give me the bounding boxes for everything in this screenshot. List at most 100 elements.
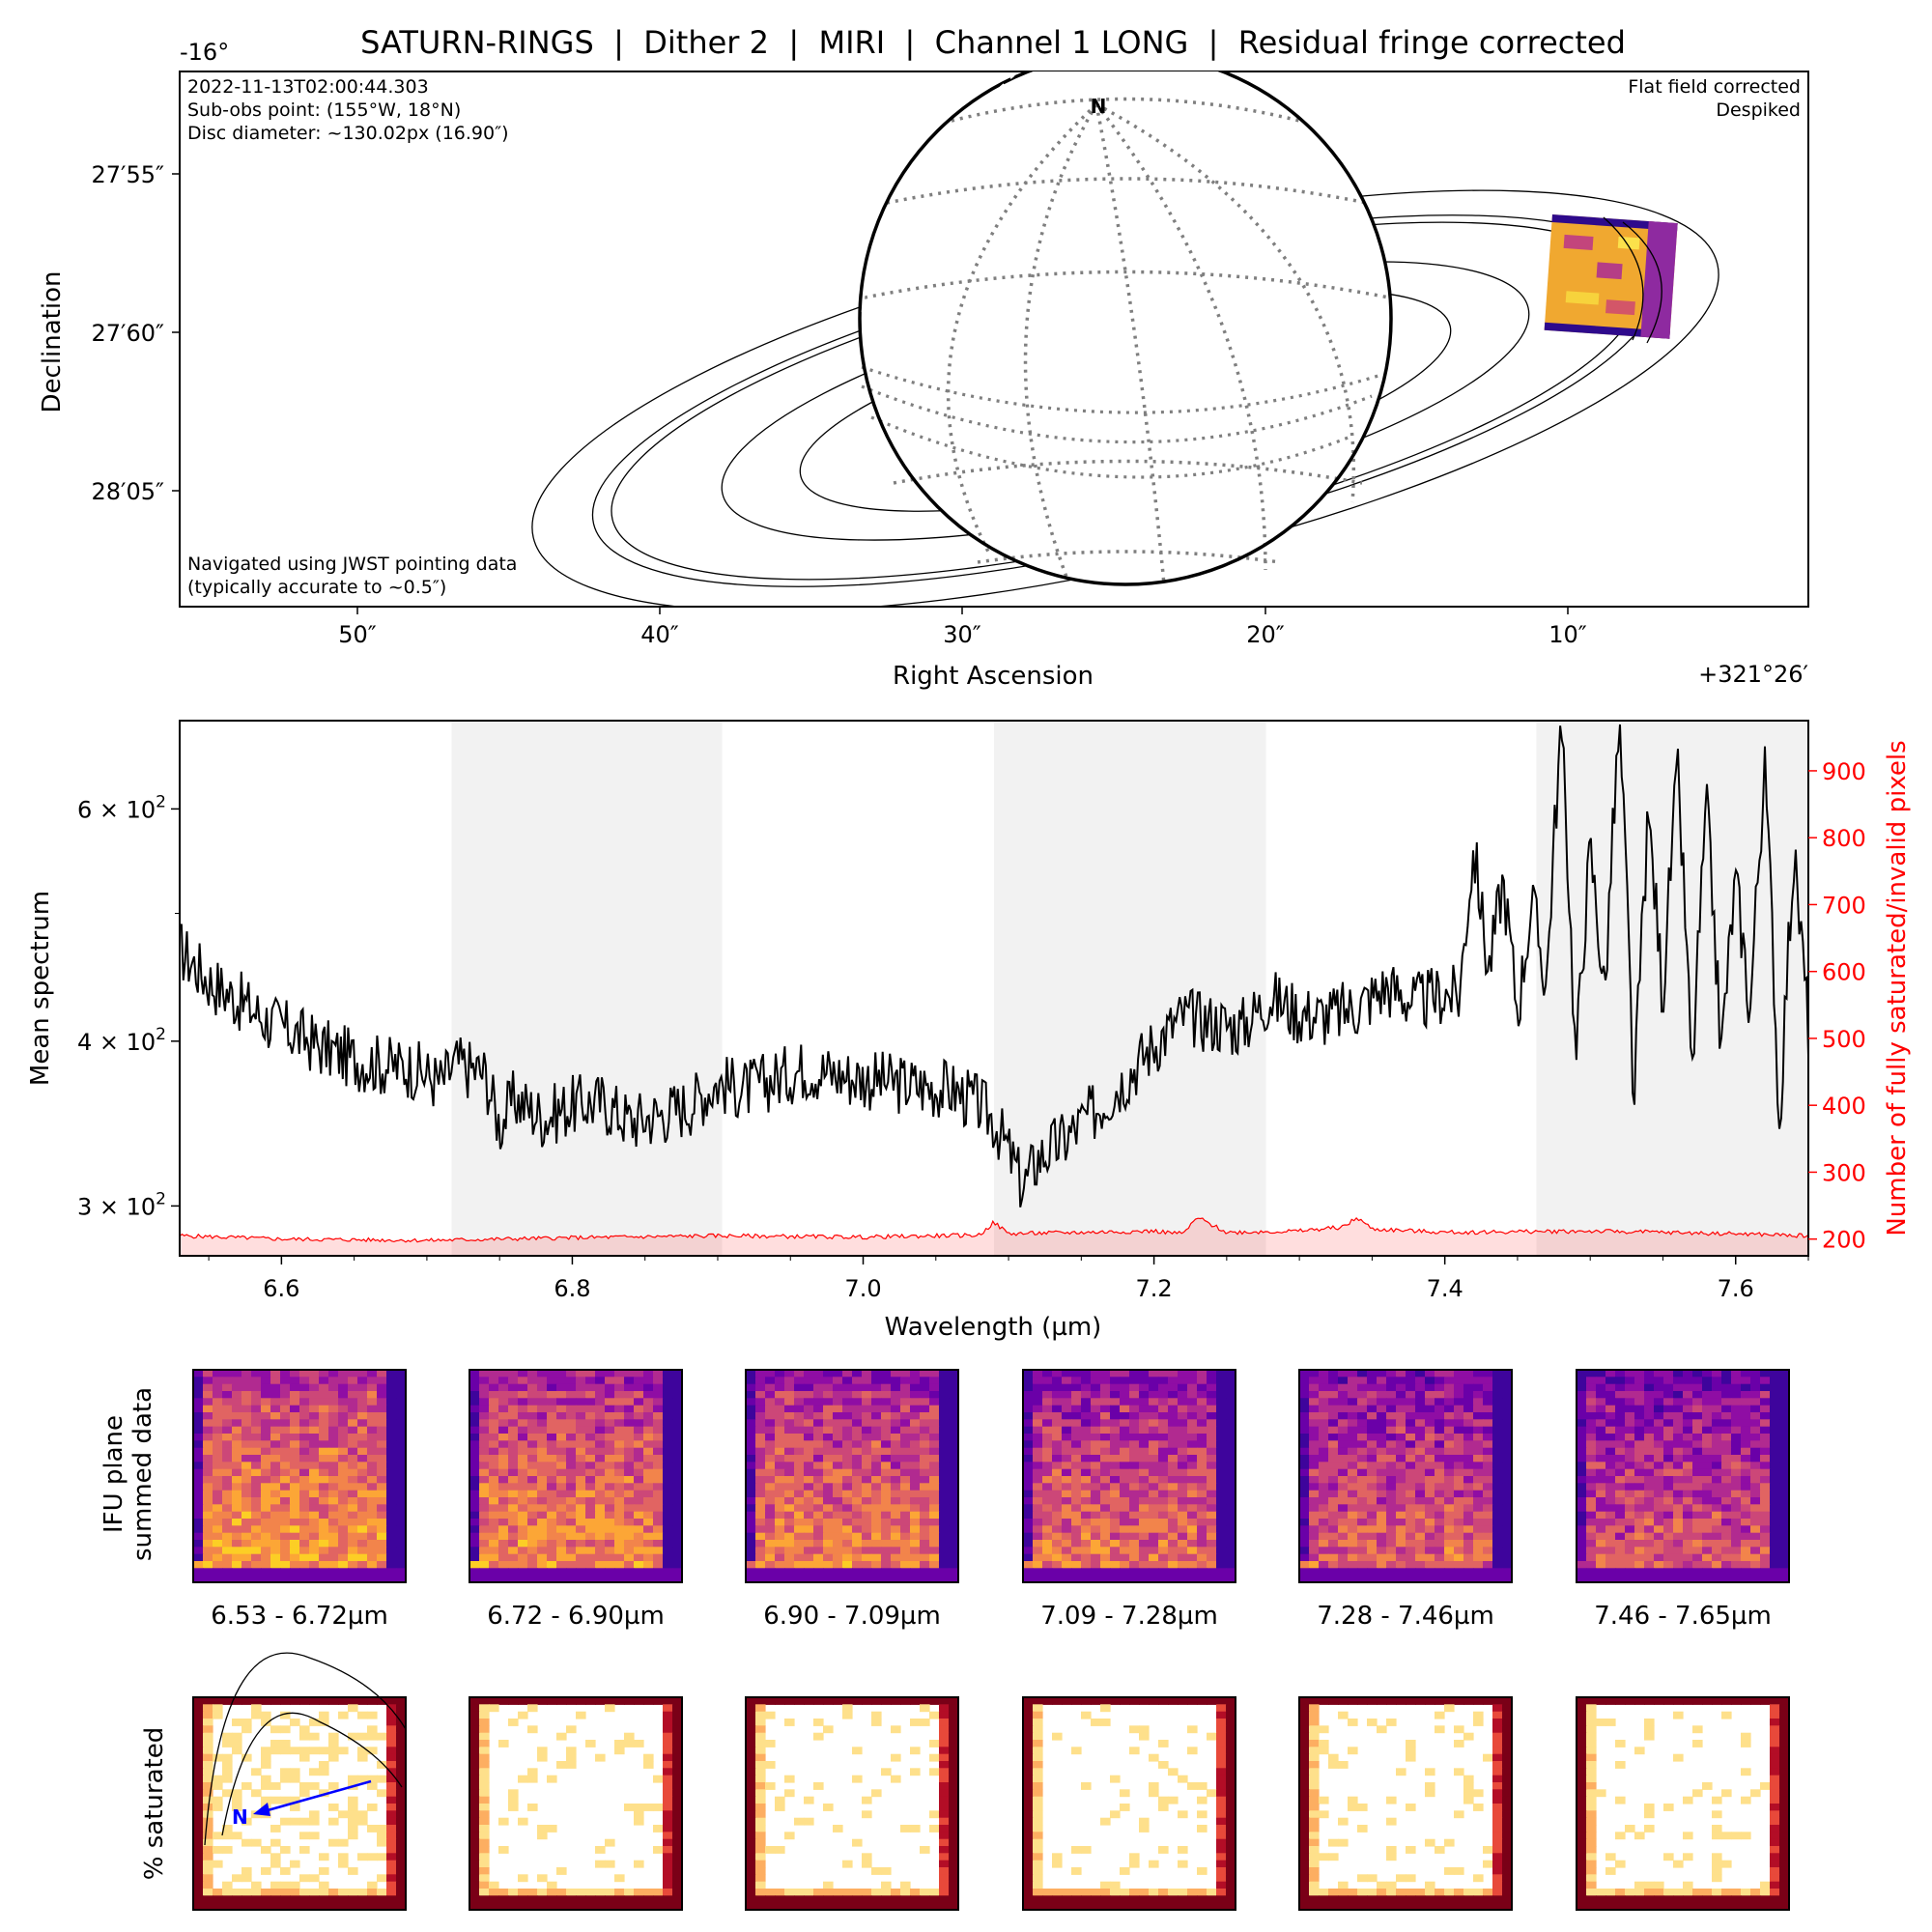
flat-field-note: Flat field corrected	[1628, 76, 1801, 98]
ifu-panel-frame	[1298, 1369, 1513, 1583]
map-north-label: N	[1091, 95, 1107, 118]
saturation-panel	[1022, 1696, 1236, 1911]
saturated-count-fill	[180, 1217, 1808, 1256]
map-x-tick-label: 20″	[1246, 621, 1285, 648]
y-tick-label: 3 × 102	[77, 1189, 166, 1220]
saturated-count-series	[180, 1217, 1808, 1243]
ifu-panel	[745, 1369, 959, 1583]
saturation-panel-frame	[192, 1696, 407, 1911]
spectrum-y2-ticks: 200 300 400 500 600 700 800 900	[1808, 758, 1866, 1254]
saturation-panel-frame	[745, 1696, 959, 1911]
y2-tick-label: 200	[1822, 1227, 1866, 1254]
map-x-offset: +321°26′	[1698, 661, 1808, 688]
map-x-axis-label: Right Ascension	[893, 662, 1094, 691]
map-info-top-left: 2022-11-13T02:00:44.303 Sub-obs point: (…	[187, 76, 509, 144]
spectrum-panel: 6.6 6.8 7.0 7.2 7.4 7.6 3 × 102 4 × 102 6 × 102…	[26, 720, 1912, 1342]
ifu-row-label: IFU planesummed data	[99, 1387, 157, 1561]
spectrum-x-ticks: 6.6 6.8 7.0 7.2 7.4 7.6	[208, 1256, 1809, 1302]
y2-tick-label: 500	[1822, 1026, 1866, 1053]
map-x-tick-label: 50″	[338, 621, 377, 648]
y-tick-label: 6 × 102	[77, 792, 166, 823]
overlay-ring-outer	[204, 1652, 407, 1846]
map-y-offset: -16°	[180, 39, 229, 66]
map-info-bottom-left: Navigated using JWST pointing data (typi…	[187, 554, 517, 598]
saturation-panel	[192, 1696, 407, 1911]
x-tick-label: 6.6	[263, 1275, 299, 1302]
map-x-tick-label: 40″	[640, 621, 679, 648]
map-y-tick-label: 27′60″	[92, 320, 165, 347]
saturation-panel-frame	[1298, 1696, 1513, 1911]
saturation-row	[192, 1696, 1790, 1911]
ifu-panel	[1298, 1369, 1513, 1583]
x-tick-label: 7.0	[844, 1275, 881, 1302]
x-tick-label: 7.2	[1136, 1275, 1173, 1302]
y2-tick-label: 600	[1822, 959, 1866, 986]
saturation-panel-frame	[469, 1696, 683, 1911]
spectrum-y2-axis-label: Number of fully saturated/invalid pixels	[1883, 740, 1912, 1236]
north-arrow-label: N	[232, 1805, 248, 1829]
obs-timestamp: 2022-11-13T02:00:44.303	[187, 76, 429, 98]
accuracy-note: (typically accurate to ~0.5″)	[187, 577, 446, 598]
ifu-panel	[469, 1369, 683, 1583]
y2-tick-label: 700	[1822, 892, 1866, 919]
map-y-axis-label: Declination	[38, 271, 67, 413]
wavelength-range-label: 7.46 - 7.65µm	[1594, 1602, 1772, 1631]
ifu-panel	[1576, 1369, 1790, 1583]
saturation-panel	[1576, 1696, 1790, 1911]
y2-tick-label: 800	[1822, 825, 1866, 852]
y2-tick-label: 300	[1822, 1159, 1866, 1186]
navigation-note: Navigated using JWST pointing data	[187, 554, 517, 575]
figure-title: SATURN-RINGS | Dither 2 | MIRI | Channel…	[360, 24, 1626, 61]
map-x-tick-label: 30″	[943, 621, 981, 648]
ifu-row-label-line2: summed data	[128, 1387, 157, 1561]
spectrum-y-ticks: 3 × 102 4 × 102 6 × 102	[77, 792, 180, 1220]
ifu-panel	[1022, 1369, 1236, 1583]
x-tick-label: 7.6	[1718, 1275, 1754, 1302]
wavelength-range-label: 6.72 - 6.90µm	[487, 1602, 665, 1631]
ifu-panel-frame	[192, 1369, 407, 1583]
limb-dashed-edge	[861, 74, 1015, 320]
ifu-panel-frame	[469, 1369, 683, 1583]
map-y-tick-label: 28′05″	[92, 478, 165, 505]
y-tick-label: 4 × 102	[77, 1025, 166, 1056]
wavelength-range-label: 6.90 - 7.09µm	[763, 1602, 941, 1631]
ifu-panel-frame	[1022, 1369, 1236, 1583]
mean-spectrum-series	[180, 724, 1808, 1208]
saturation-panel-frame	[1022, 1696, 1236, 1911]
x-tick-label: 6.8	[554, 1275, 590, 1302]
saturn-disc	[860, 71, 1391, 584]
spectrum-y-axis-label: Mean spectrum	[26, 891, 55, 1086]
sub-obs-point: Sub-obs point: (155°W, 18°N)	[187, 99, 461, 121]
saturation-panel	[469, 1696, 683, 1911]
y2-tick-label: 900	[1822, 758, 1866, 785]
despiked-note: Despiked	[1716, 99, 1801, 121]
front-ring-arcs	[861, 365, 1382, 479]
ifu-panel-frame	[1576, 1369, 1790, 1583]
map-y-ticks	[172, 173, 180, 492]
ifu-panel-frame	[745, 1369, 959, 1583]
map-x-tick-labels: 50″ 40″ 30″ 20″ 10″	[338, 621, 1587, 648]
saturation-overlay: N	[204, 1652, 407, 1846]
map-info-top-right: Flat field corrected Despiked	[1628, 76, 1801, 121]
ifu-row-label-line1: IFU plane	[99, 1415, 128, 1533]
wavelength-range-label: 7.09 - 7.28µm	[1040, 1602, 1218, 1631]
ifu-footprint	[1544, 213, 1678, 339]
spectrum-axes-frame	[179, 720, 1809, 1257]
overlay-ring-inner	[221, 1712, 403, 1836]
shaded-range	[451, 721, 723, 1256]
spectrum-x-axis-label: Wavelength (µm)	[885, 1313, 1102, 1342]
saturn-limb	[858, 71, 1393, 586]
north-arrow-head	[253, 1803, 270, 1816]
shaded-range	[1536, 721, 1808, 1256]
saturation-panel-frame	[1576, 1696, 1790, 1911]
map-x-tick-label: 10″	[1548, 621, 1587, 648]
ifu-panel	[192, 1369, 407, 1583]
disc-diameter: Disc diameter: ~130.02px (16.90″)	[187, 123, 509, 144]
y2-tick-label: 400	[1822, 1093, 1866, 1120]
map-panel: N 2022-11-13T02:00:44.303 Sub-obs point:…	[38, 39, 1809, 691]
wavelength-range-label: 6.53 - 6.72µm	[211, 1602, 388, 1631]
saturation-row-label: % saturated	[140, 1727, 169, 1880]
map-y-tick-label: 27′55″	[92, 161, 165, 188]
x-tick-label: 7.4	[1427, 1275, 1463, 1302]
